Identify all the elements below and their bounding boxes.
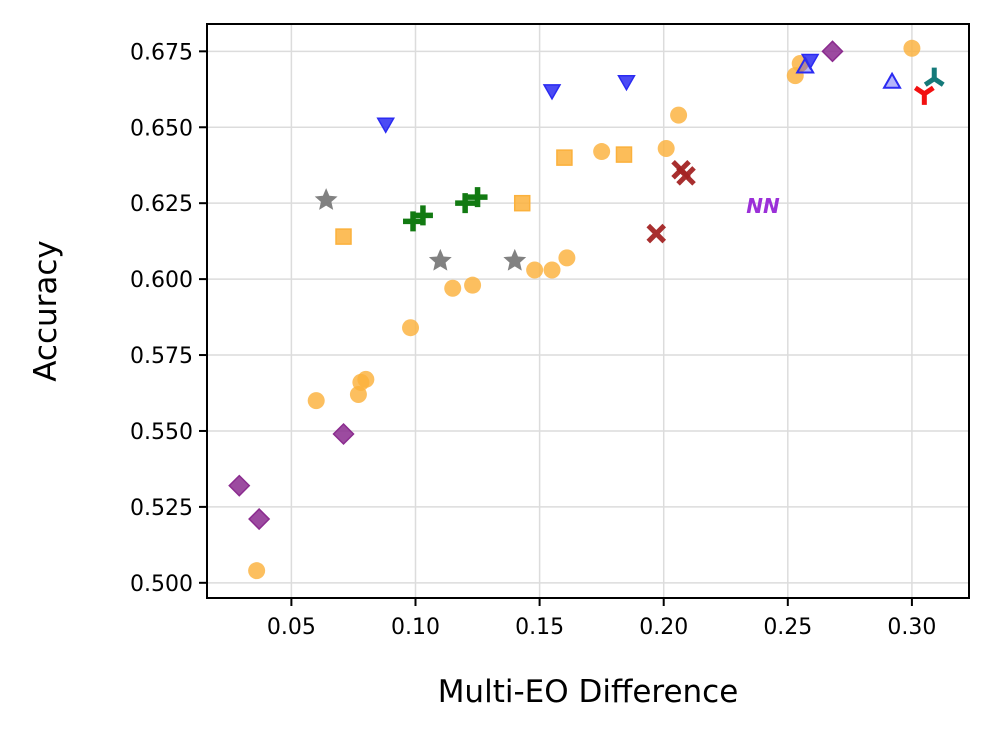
y-tick-label: 0.525	[130, 496, 193, 521]
y-tick-label: 0.500	[130, 572, 193, 597]
tri-up-point	[923, 67, 945, 87]
squares-point	[513, 194, 531, 212]
x-tick-label: 0.25	[763, 615, 812, 640]
diamonds-point	[332, 422, 355, 446]
plus-point	[412, 205, 433, 226]
data-points: NN	[228, 39, 945, 580]
diamonds-point	[228, 474, 251, 497]
NN-point: NN	[746, 194, 780, 218]
grid-lines	[207, 24, 969, 598]
y-axis-ticks: 0.500 0.525 0.550 0.575 0.600 0.625 0.650 0.675	[130, 40, 207, 597]
x-tick-label: 0.15	[515, 615, 564, 640]
stars-point	[314, 188, 338, 210]
triangles-up-point	[795, 56, 815, 74]
x-tick-label: 0.30	[887, 615, 936, 640]
stars-point	[503, 248, 527, 271]
circles-point	[657, 140, 675, 158]
circles-point	[357, 370, 375, 388]
circles-point	[402, 319, 420, 337]
circles-point	[464, 276, 482, 294]
triangles-up-point	[882, 71, 902, 89]
squares-point	[335, 228, 352, 245]
squares-point	[556, 149, 573, 166]
y-axis-label: Accuracy	[28, 240, 64, 382]
circles-point	[670, 106, 688, 124]
circles-point	[526, 261, 544, 279]
circles-point	[248, 562, 266, 580]
tri-down-point	[913, 85, 935, 105]
y-tick-label: 0.575	[130, 344, 193, 369]
x-tick-label: 0.10	[391, 615, 440, 640]
circles-point	[307, 392, 325, 410]
circles-point	[593, 143, 611, 161]
stars-point	[428, 248, 452, 271]
triangles-down-point	[376, 117, 396, 134]
triangles-down-point	[542, 84, 562, 101]
x-axis-label: Multi-EO Difference	[438, 674, 739, 710]
circles-point	[558, 249, 576, 267]
circles-point	[543, 261, 561, 279]
y-tick-label: 0.600	[130, 268, 193, 293]
circles-point	[903, 39, 921, 57]
y-tick-label: 0.550	[130, 420, 193, 445]
x-marks-point	[676, 166, 696, 186]
x-marks-point	[646, 223, 667, 244]
diamonds-point	[248, 507, 271, 531]
plot-frame	[206, 23, 970, 599]
circles-point	[444, 279, 462, 297]
triangles-down-point	[617, 74, 636, 92]
x-tick-label: 0.20	[639, 615, 688, 640]
x-axis-ticks: 0.05 0.10 0.15 0.20 0.25 0.30	[267, 598, 936, 640]
y-tick-label: 0.625	[130, 192, 193, 217]
diamonds-point	[821, 40, 844, 63]
y-tick-label: 0.650	[130, 116, 193, 141]
y-tick-label: 0.675	[130, 40, 193, 65]
plus-point	[455, 193, 476, 214]
plus-point	[467, 187, 488, 208]
squares-point	[615, 146, 633, 163]
x-tick-label: 0.05	[267, 615, 316, 640]
